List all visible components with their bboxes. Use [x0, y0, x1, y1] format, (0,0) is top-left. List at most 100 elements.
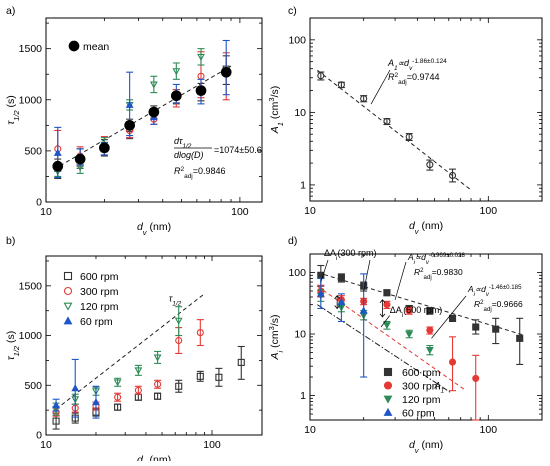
panel-label: a) — [6, 5, 15, 17]
y-axis-label: A1 (cm3/s) — [267, 86, 285, 135]
data-point — [149, 81, 158, 89]
a1-label: A1 — [434, 381, 445, 395]
data-point — [405, 133, 413, 141]
annotation-leader — [394, 261, 407, 300]
legend-label: 120 rpm — [80, 301, 119, 313]
data-point — [154, 392, 162, 400]
data-point — [448, 358, 457, 366]
x-tick-label: 100 — [480, 205, 498, 217]
x-axis-label: dv (nm) — [137, 221, 171, 237]
legend-label: 300 rpm — [402, 381, 441, 393]
data-point — [383, 289, 391, 297]
annotation-leader — [431, 295, 467, 339]
y-axis-label: τ1/2 (s) — [5, 331, 21, 361]
data-point — [175, 336, 183, 345]
data-point — [134, 386, 142, 394]
data-point — [134, 367, 143, 375]
data-point — [316, 289, 325, 297]
fit-300-equation: Ai∝dv-1.46±0.185 — [467, 284, 522, 298]
data-point — [172, 68, 181, 76]
annotation-leader — [370, 69, 391, 105]
annotation-leader — [380, 315, 391, 328]
fit-line — [317, 304, 452, 394]
fit-line — [317, 69, 472, 191]
legend-marker — [63, 286, 73, 296]
y-tick-label: 1000 — [19, 94, 43, 106]
x-axis-label: dv (nm) — [409, 439, 443, 455]
plot-frame — [45, 17, 263, 203]
y-tick-label: 0 — [36, 430, 42, 442]
data-point — [220, 66, 232, 78]
fit-label: τ1/2 — [169, 294, 182, 308]
data-point — [170, 90, 182, 102]
series — [317, 264, 524, 366]
data-point — [426, 307, 434, 315]
y-tick-label: 10 — [294, 107, 306, 119]
data-point — [154, 380, 162, 388]
panel-c: c) 10 100 1 10 100 dv (nm) A1 (cm3/s) A1∝dv-1.86… — [267, 5, 543, 236]
fit-600-equation: Ai∝dv-0.969±0.028 — [407, 252, 465, 266]
legend-label: 60 rpm — [402, 408, 435, 420]
data-point — [383, 117, 391, 125]
legend-marker — [383, 367, 393, 377]
x-tick-label: 10 — [304, 424, 316, 436]
delta-600-label: ΔAi(600 rpm) — [390, 305, 442, 319]
data-point — [337, 274, 345, 282]
data-point — [195, 85, 207, 96]
x-tick-label: 10 — [40, 206, 52, 218]
x-tick-label: 100 — [480, 424, 498, 436]
legend-marker — [383, 407, 393, 416]
delta-300-label: ΔAi(300 rpm) — [324, 248, 376, 262]
x-tick-label: 10 — [304, 205, 316, 217]
data-point — [383, 301, 391, 309]
data-point — [196, 329, 204, 337]
legend-marker — [63, 302, 73, 311]
data-point — [448, 171, 457, 180]
data-point — [175, 382, 183, 390]
legend-label: mean — [83, 41, 109, 53]
arrow-head — [334, 305, 340, 310]
arrow-head — [379, 299, 386, 304]
y-tick-label: 1 — [300, 390, 306, 402]
annotation-fit: A1∝dv-1.86±0.124 — [387, 58, 447, 72]
data-point — [516, 334, 524, 342]
fit-600-r2: R2adj=0.9830 — [414, 267, 463, 281]
arrow-head — [379, 313, 386, 318]
data-point — [360, 95, 368, 103]
data-point — [317, 72, 325, 80]
data-point — [99, 142, 110, 154]
annotation-denominator: dlog(D) — [174, 150, 204, 160]
y-tick-label: 100 — [288, 34, 306, 46]
legend-marker — [383, 381, 393, 390]
fit-300-r2: R2adj=0.9666 — [474, 299, 523, 313]
data-point — [124, 119, 135, 131]
plot-frame — [309, 17, 543, 202]
data-point — [114, 393, 122, 401]
data-point — [426, 326, 434, 334]
data-point — [114, 403, 122, 411]
fit-line — [55, 293, 205, 410]
annotation-r2: R2adj=0.9846 — [174, 166, 226, 180]
y-tick-label: 500 — [24, 380, 42, 392]
data-point — [215, 373, 223, 381]
x-axis-label: dv (nm) — [409, 220, 443, 236]
y-tick-label: 1000 — [19, 330, 43, 342]
data-point — [71, 384, 80, 392]
arrow-head — [334, 295, 340, 299]
legend-label: 300 rpm — [80, 286, 119, 298]
data-point — [197, 53, 205, 61]
y-axis-label: Ai (cm3/s) — [267, 315, 285, 361]
data-point — [52, 160, 64, 172]
data-point — [92, 398, 100, 406]
annotation-numerator: dτ1/2 — [174, 136, 192, 150]
data-point — [472, 323, 480, 331]
legend-marker — [383, 395, 393, 404]
series — [52, 358, 100, 419]
series — [52, 345, 245, 430]
legend-marker — [63, 316, 73, 325]
y-tick-label: 1500 — [19, 43, 43, 55]
x-axis-label: dv (nm) — [137, 454, 171, 461]
y-tick-label: 0 — [36, 197, 42, 209]
panel-label: d) — [288, 235, 297, 247]
